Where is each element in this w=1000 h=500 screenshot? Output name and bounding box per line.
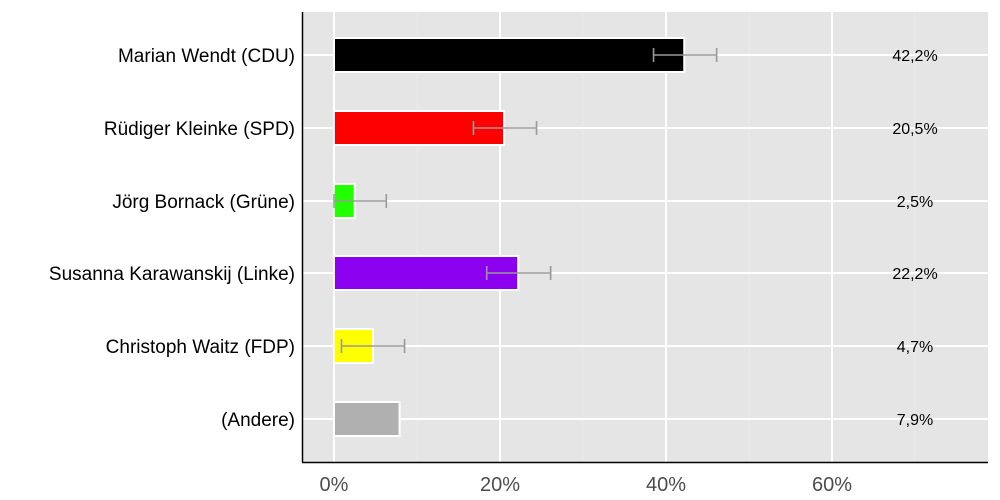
minor-gridlines [416, 12, 916, 462]
x-axis-tick-labels: 0% 20% 40% 60% [320, 474, 853, 496]
error-bar [652, 48, 718, 62]
value-label: 22,2% [892, 266, 937, 283]
error-bar [333, 194, 388, 208]
category-label: Rüdiger Kleinke (SPD) [104, 119, 295, 140]
x-tick-label: 40% [646, 474, 686, 496]
x-tick-label: 60% [812, 474, 852, 496]
bar-0 [333, 37, 686, 73]
error-bars [333, 48, 718, 353]
category-label: (Andere) [221, 410, 295, 431]
value-label: 2,5% [897, 194, 933, 211]
error-bar [340, 339, 406, 353]
error-bar [472, 121, 538, 135]
error-bar [485, 266, 552, 280]
category-axis-labels: Marian Wendt (CDU) Rüdiger Kleinke (SPD) J… [49, 46, 295, 431]
plot-panel [302, 12, 988, 462]
value-label: 42,2% [892, 48, 937, 65]
x-tick-label: 0% [320, 474, 349, 496]
bar-5 [333, 401, 401, 437]
category-label: Susanna Karawanskij (Linke) [49, 264, 295, 285]
value-label: 4,7% [897, 339, 933, 356]
value-label: 7,9% [897, 412, 933, 429]
category-label: Marian Wendt (CDU) [118, 46, 295, 67]
x-tick-label: 20% [480, 474, 520, 496]
category-label: Jörg Bornack (Grüne) [112, 192, 295, 213]
category-label: Christoph Waitz (FDP) [106, 337, 295, 358]
value-label: 20,5% [892, 121, 937, 138]
value-labels: 42,2% 20,5% 2,5% 22,2% 4,7% 7,9% [892, 48, 937, 429]
